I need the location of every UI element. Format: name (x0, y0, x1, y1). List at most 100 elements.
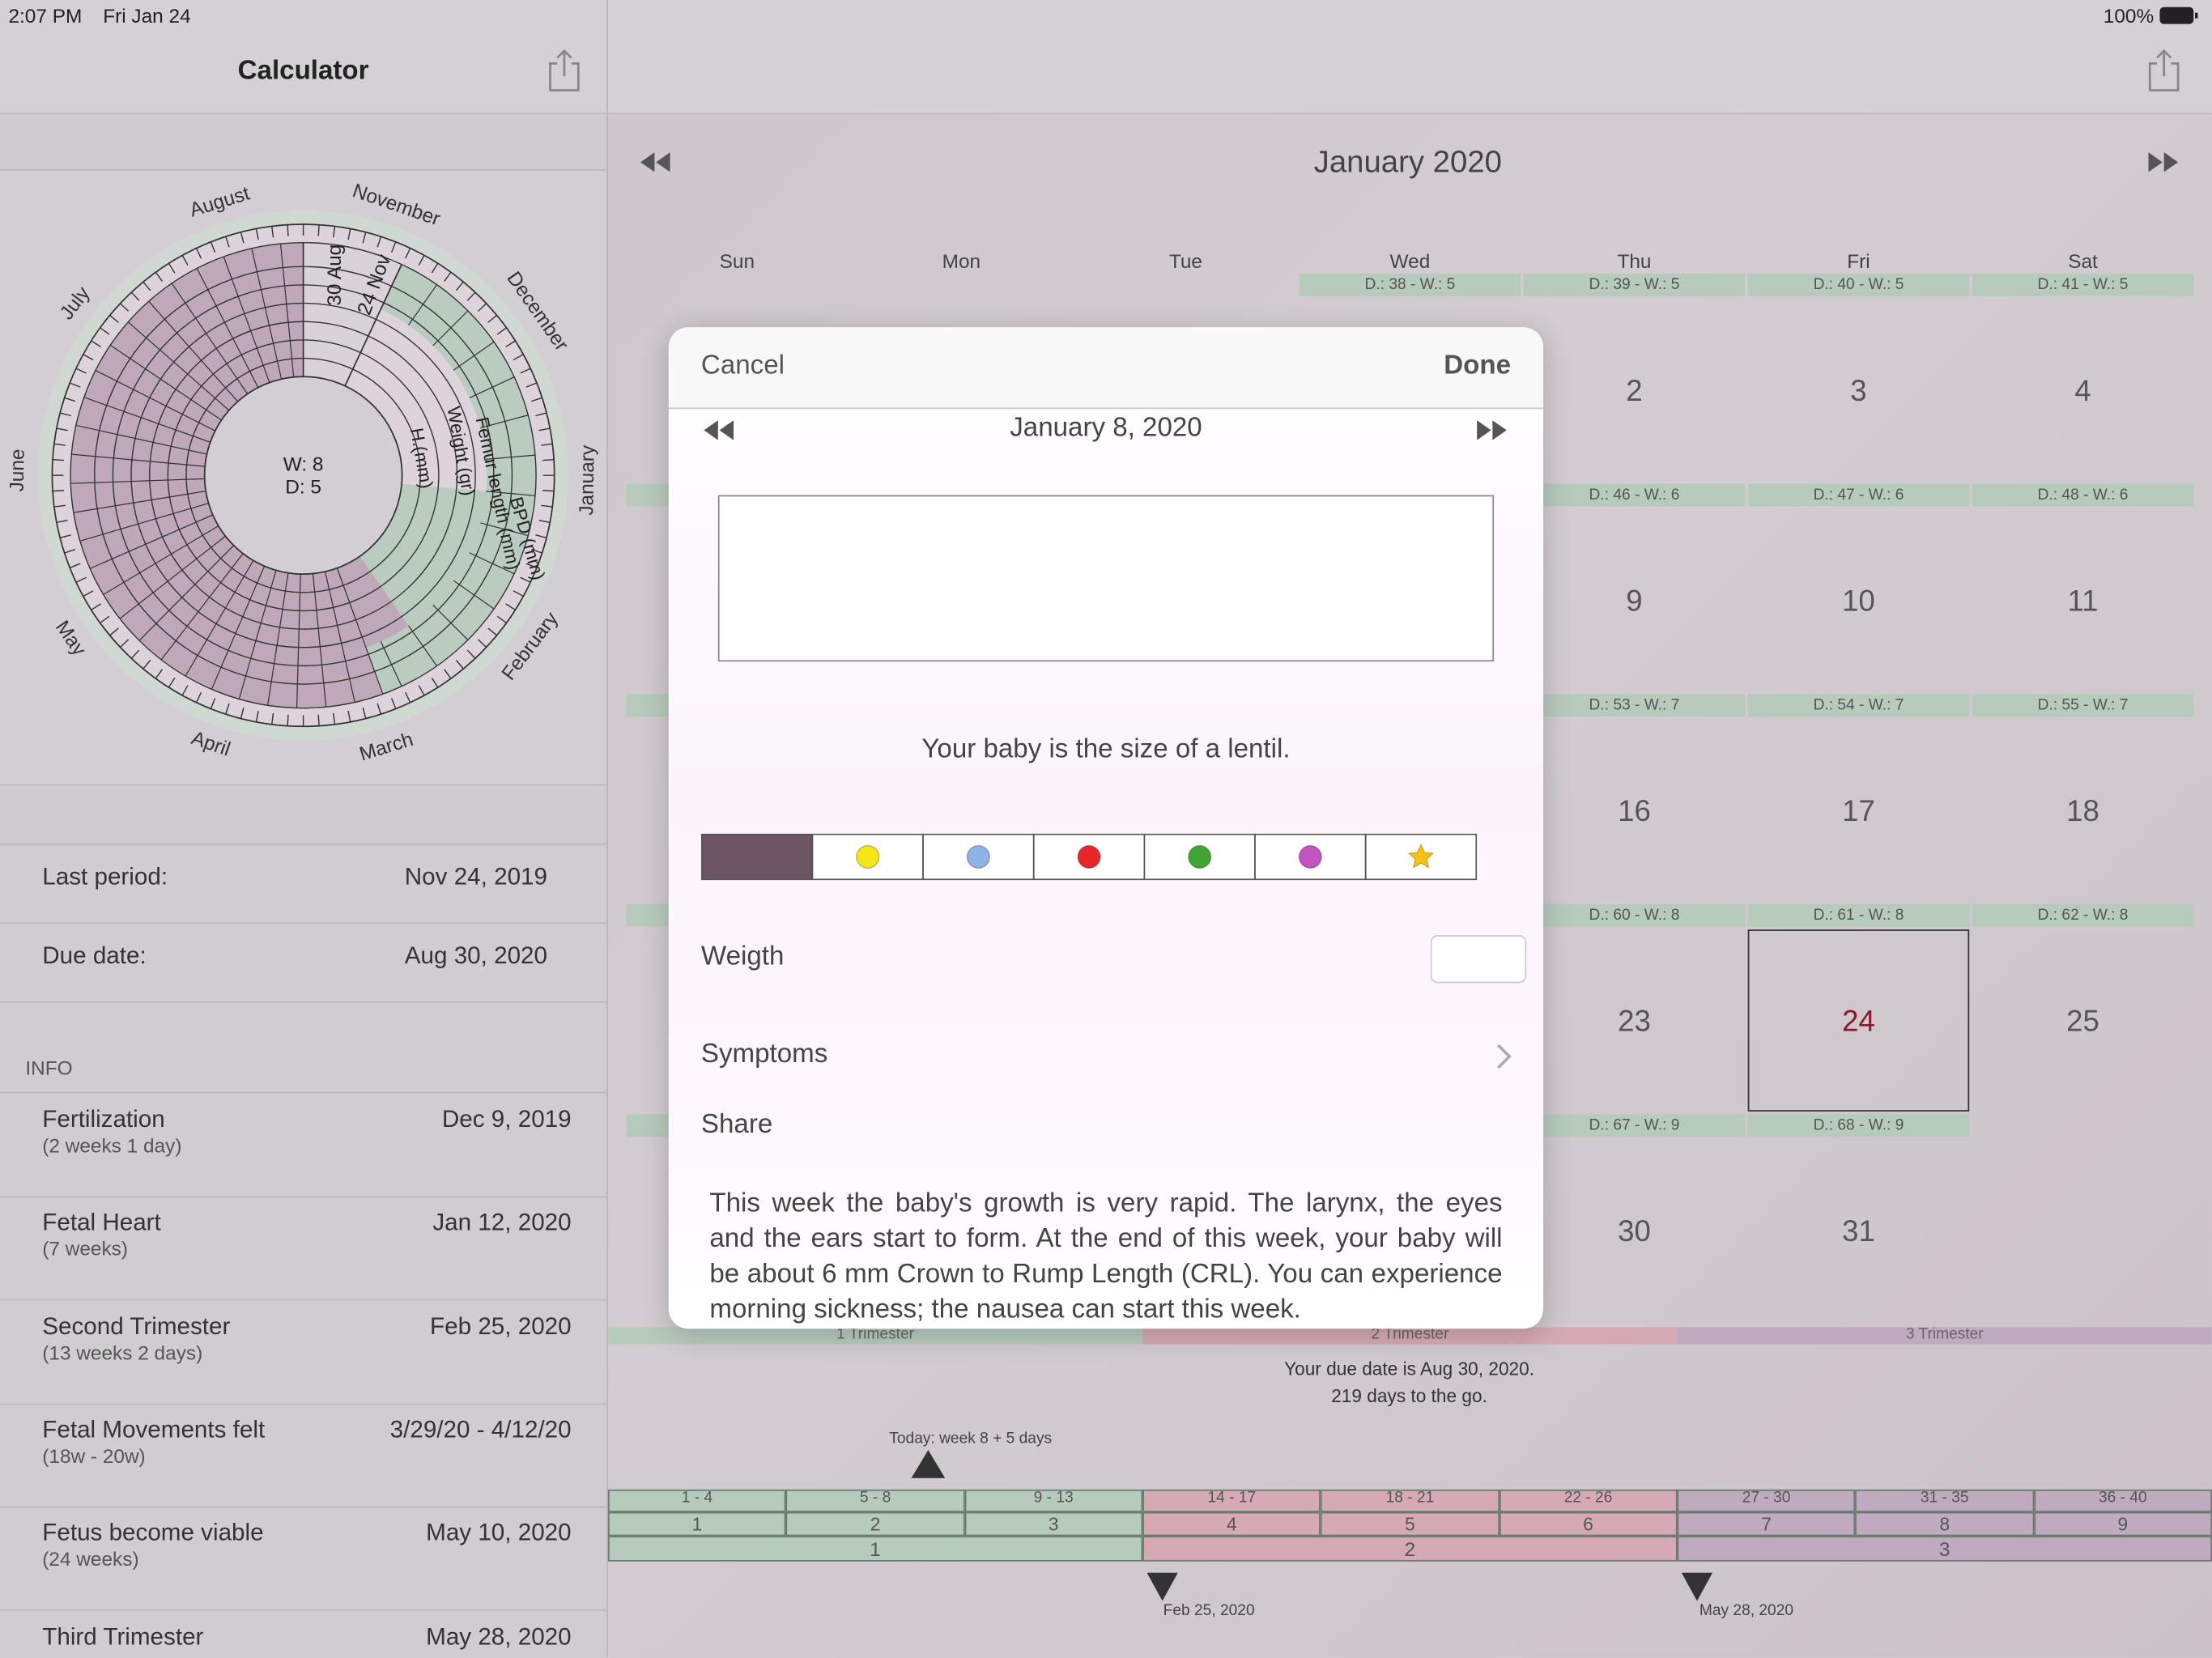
wheel-tick (505, 340, 516, 348)
week-band (1523, 483, 1746, 507)
info-row[interactable]: Third Trimester May 28, 2020 (0, 1610, 606, 1657)
day-info: D.: 47 - W.: 6 (1813, 487, 1904, 504)
wheel-tick (181, 255, 189, 266)
day-number[interactable]: 10 (1842, 585, 1875, 619)
week-band (1747, 274, 1970, 296)
day-info: D.: 55 - W.: 7 (2037, 696, 2129, 714)
wheel-tick (405, 248, 411, 259)
note-box[interactable] (717, 495, 1495, 662)
info-title: Fetus become viable (42, 1519, 264, 1546)
wheel-spoke (336, 568, 384, 695)
wheel-spoke (185, 560, 254, 677)
day-number[interactable]: 16 (1618, 795, 1651, 828)
day-number[interactable]: 4 (2074, 375, 2091, 408)
info-value: Jan 12, 2020 (432, 1209, 572, 1236)
top-bar (0, 0, 2212, 115)
wheel-tick (143, 659, 151, 670)
info-subtitle: (2 weeks 1 day) (42, 1133, 182, 1157)
day-number[interactable]: 17 (1842, 795, 1875, 828)
month-cell (2033, 1511, 2212, 1537)
wheel-tick (120, 639, 130, 648)
done-button[interactable]: Done (1444, 351, 1512, 381)
sidebar-title: Calculator (237, 56, 369, 87)
info-subtitle: (24 weeks) (42, 1547, 139, 1571)
wheel-tick (525, 563, 538, 568)
wheel-tick (418, 685, 425, 696)
wheel-spoke (73, 491, 206, 513)
symptoms-label[interactable]: Symptoms (700, 1039, 828, 1069)
month-label: August (187, 183, 253, 222)
day-number[interactable]: 11 (2067, 585, 2099, 619)
range-label: 18 - 21 (1385, 1489, 1435, 1507)
wheel-tick (271, 712, 274, 725)
weight-input[interactable] (1430, 935, 1527, 984)
info-row[interactable]: Fetal Heart (7 weeks) Jan 12, 2020 (0, 1197, 607, 1301)
wheel-spoke (469, 552, 515, 575)
wheel-spoke (148, 300, 239, 402)
wheel-sector (337, 556, 409, 648)
range-cell (1855, 1489, 2034, 1512)
info-title: Third Trimester (42, 1622, 204, 1650)
share-button[interactable] (547, 48, 581, 93)
day-number[interactable]: 30 (1618, 1215, 1651, 1248)
day-info: D.: 39 - W.: 5 (1589, 276, 1680, 294)
share-label[interactable]: Share (700, 1110, 773, 1140)
wheel-tick (195, 248, 202, 259)
next-button[interactable] (1474, 419, 1508, 441)
trimester-number: 2 (1404, 1537, 1416, 1560)
info-value: Feb 25, 2020 (430, 1312, 572, 1340)
star-icon (1407, 844, 1435, 869)
month-label: January (576, 444, 599, 516)
info-row[interactable]: Fertilization (2 weeks 1 day) Dec 9, 2019 (0, 1093, 607, 1198)
day-number[interactable]: 9 (1626, 585, 1643, 619)
day-number[interactable]: 18 (2066, 795, 2099, 828)
wheel-tick (225, 236, 230, 248)
pregnancy-wheel: August NovemberDecemberJanuaryFebruaryMar… (6, 180, 599, 766)
day-number[interactable]: 23 (1618, 1005, 1651, 1039)
info-row[interactable]: Second Trimester (13 weeks 2 days) Feb 25,… (0, 1300, 607, 1405)
day-number[interactable]: 31 (1842, 1215, 1875, 1248)
wheel-tick (195, 691, 202, 704)
wheel-tick (376, 703, 382, 715)
day-number[interactable]: 2 (1626, 375, 1643, 408)
day-number[interactable]: 25 (2066, 1005, 2099, 1039)
range-label: 1 - 4 (681, 1489, 713, 1507)
previous-button[interactable] (703, 419, 737, 441)
day-info: D.: 48 - W.: 6 (2037, 487, 2129, 504)
wheel-center (203, 376, 403, 575)
mood-selector[interactable] (700, 833, 1478, 881)
wheel-tick (444, 669, 452, 679)
next-button[interactable] (2146, 151, 2180, 173)
wheel-tick (487, 627, 497, 636)
info-row[interactable]: Fetus become viable (24 weeks) May 10, 202… (0, 1507, 607, 1612)
battery-tip (2195, 12, 2198, 19)
month-cell (1499, 1511, 1678, 1537)
month-number: 5 (1405, 1513, 1415, 1535)
month-number: 8 (1939, 1513, 1950, 1535)
month-label: June (6, 449, 29, 491)
wheel-tick (390, 241, 397, 253)
week-band (1747, 1114, 1970, 1137)
wheel-tick (431, 262, 439, 274)
wheel-tick (64, 549, 76, 554)
month-label: July (56, 283, 95, 325)
share-button[interactable] (2147, 48, 2181, 93)
week-band (1523, 274, 1746, 296)
month-number: 6 (1583, 1513, 1593, 1535)
ring-label: 30 Aug (324, 244, 346, 306)
wheel-tick (53, 443, 66, 446)
month-cell (786, 1511, 965, 1537)
cancel-button[interactable]: Cancel (700, 351, 785, 381)
month-label: March (357, 729, 416, 766)
previous-button[interactable] (639, 151, 673, 173)
range-cell (1677, 1489, 1856, 1512)
wheel-tick (69, 563, 81, 568)
day-info: D.: 68 - W.: 9 (1813, 1116, 1904, 1134)
day-number[interactable]: 3 (1850, 375, 1867, 408)
week-band (1747, 483, 1970, 507)
info-row[interactable]: Fetal Movements felt (18w - 20w) 3/29/20 -… (0, 1403, 607, 1508)
dialog-header (668, 327, 1544, 410)
day-number[interactable]: 24 (1842, 1005, 1875, 1039)
wheel-spoke (486, 454, 536, 461)
wheel-tick (155, 271, 164, 282)
